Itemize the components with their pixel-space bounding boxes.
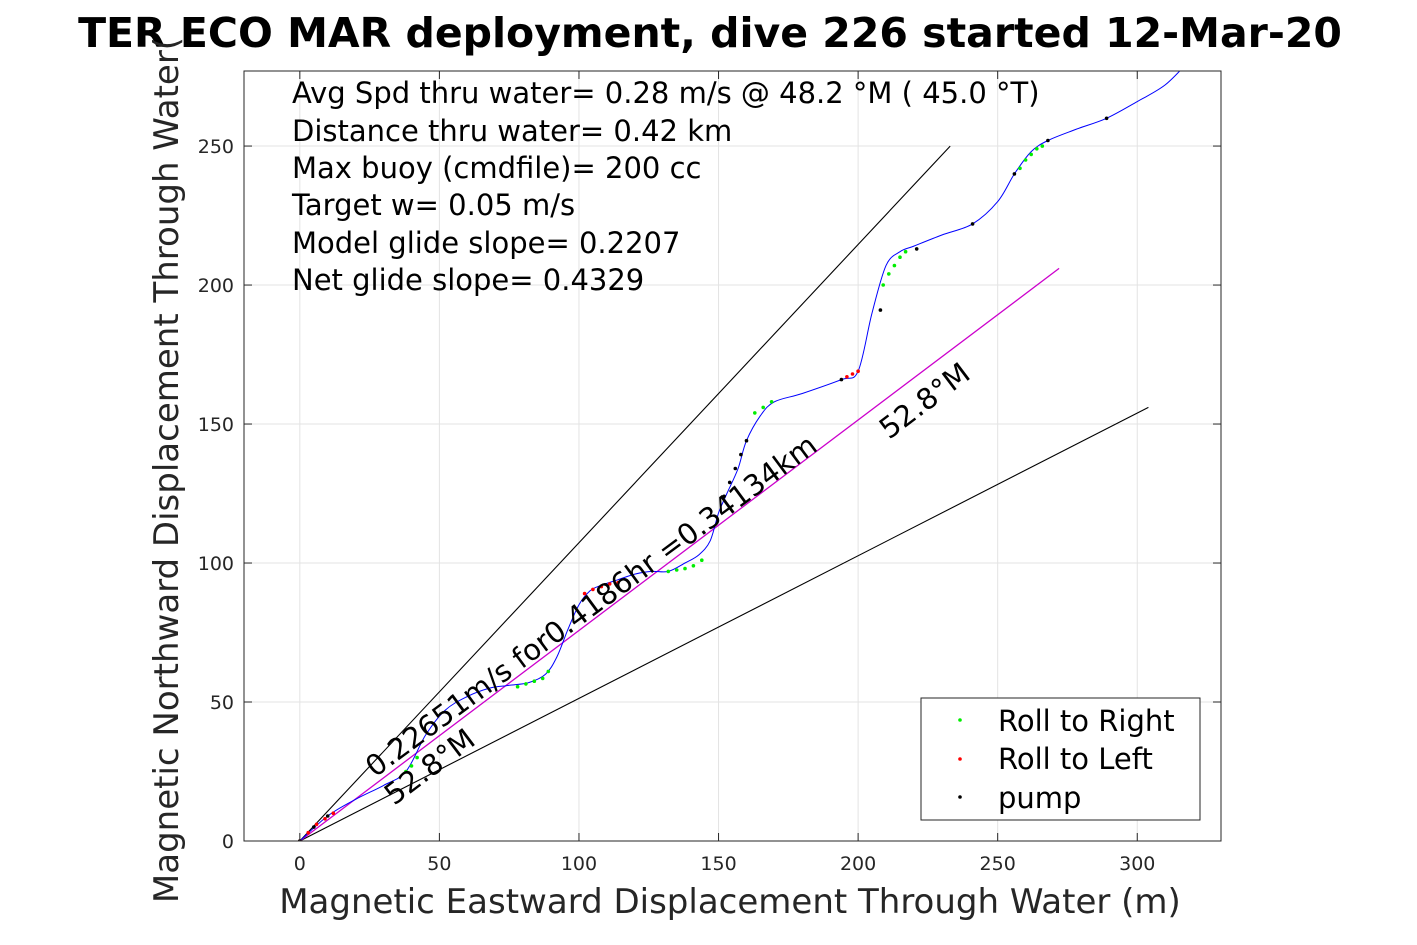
roll-right-point: [1035, 147, 1039, 151]
roll-right-point: [1029, 152, 1033, 157]
roll-right-point: [769, 400, 774, 404]
roll-right-point: [404, 769, 408, 774]
y-axis-label: Magnetic Northward Displacement Through …: [147, 37, 187, 903]
pump-point: [744, 438, 749, 443]
roll-right-point: [903, 249, 908, 254]
roll-right-point: [683, 566, 687, 571]
stat-distance: Distance thru water= 0.42 km: [292, 114, 732, 148]
pump-point: [312, 825, 316, 829]
x-tick-label: 150: [700, 853, 736, 875]
envelope-upper-line: [299, 145, 951, 841]
roll-left-point: [616, 580, 620, 585]
pump-point: [970, 222, 975, 226]
pump-point: [325, 814, 330, 818]
roll-right-point: [1040, 144, 1045, 148]
roll-left-point: [591, 587, 595, 592]
roll-right-point: [515, 684, 520, 689]
roll-left-point: [323, 817, 327, 821]
pump-point: [1046, 138, 1050, 143]
roll-right-point: [409, 764, 414, 768]
pump-point: [727, 480, 732, 485]
plot-layer: [298, 71, 1181, 841]
y-tick-label: 0: [222, 831, 234, 853]
y-tick-label: 200: [198, 275, 234, 297]
legend-label-roll-right: Roll to Right: [998, 704, 1175, 738]
y-tick-label: 50: [210, 692, 234, 714]
roll-right-point: [532, 679, 537, 683]
roll-right-point: [674, 568, 679, 572]
roll-left-point: [850, 372, 855, 376]
legend-marker-pump: [958, 795, 962, 799]
roll-right-point: [524, 682, 528, 686]
roll-left-point: [331, 811, 336, 815]
stat-avg-speed: Avg Spd thru water= 0.28 m/s @ 48.2 °M (…: [292, 76, 1040, 110]
stats-block: Avg Spd thru water= 0.28 m/s @ 48.2 °M (…: [291, 76, 1040, 297]
roll-right-point: [546, 669, 551, 674]
roll-left-point: [314, 822, 319, 827]
roll-right-point: [761, 405, 765, 410]
stat-net-glide-slope: Net glide slope= 0.4329: [292, 263, 644, 297]
roll-right-point: [887, 272, 891, 276]
roll-right-point: [1023, 158, 1028, 162]
x-tick-label: 0: [294, 853, 306, 875]
pump-point: [914, 247, 919, 251]
pump-point: [1104, 116, 1109, 121]
roll-right-point: [881, 283, 885, 287]
roll-left-point: [856, 369, 860, 374]
x-tick-label: 100: [561, 853, 597, 875]
pump-point: [839, 377, 844, 382]
x-tick-label: 50: [427, 853, 451, 875]
roll-right-point: [540, 676, 545, 681]
stat-max-buoy: Max buoy (cmdfile)= 200 cc: [292, 151, 701, 185]
x-tick-label: 300: [1119, 853, 1155, 875]
roll-right-point: [898, 255, 902, 259]
y-tick-label: 250: [198, 136, 234, 158]
roll-right-point: [892, 263, 897, 268]
net-displacement-line: [299, 267, 1060, 841]
ticks: 0 50 100 150 200 250 300 0 50 100 150 200 250: [198, 71, 1221, 875]
roll-left-point: [599, 584, 604, 589]
stat-target-w: Target w= 0.05 m/s: [291, 188, 575, 222]
roll-right-point: [1018, 166, 1022, 171]
y-tick-label: 100: [198, 553, 234, 575]
legend-label-roll-left: Roll to Left: [998, 742, 1153, 776]
roll-left-point: [582, 591, 587, 596]
roll-right-point: [691, 564, 696, 568]
chart-title: TER ECO MAR deployment, dive 226 started…: [78, 9, 1342, 57]
roll-right-point: [666, 569, 671, 574]
pump-point: [1012, 172, 1017, 176]
x-tick-label: 200: [840, 853, 876, 875]
roll-right-point: [700, 558, 704, 562]
legend-box: [920, 697, 1201, 821]
y-tick-label: 150: [198, 414, 234, 436]
legend-label-pump: pump: [998, 781, 1081, 815]
x-tick-label: 250: [980, 853, 1016, 875]
pump-point: [878, 308, 883, 312]
pump-point: [722, 494, 726, 499]
roll-left-point: [845, 375, 849, 379]
glider-track-line: [299, 71, 1181, 841]
x-axis-label: Magnetic Eastward Displacement Through W…: [279, 882, 1181, 922]
roll-left-point: [306, 830, 311, 835]
stat-model-glide-slope: Model glide slope= 0.2207: [292, 226, 680, 260]
roll-right-point: [753, 411, 757, 415]
envelope-lower-line: [299, 406, 1149, 841]
legend: Roll to Right Roll to Left pump: [920, 697, 1201, 821]
roll-left-point: [607, 582, 612, 586]
roll-right-point: [415, 755, 419, 760]
legend-marker-roll-left: [958, 757, 962, 761]
pump-point: [739, 452, 743, 457]
legend-marker-roll-right: [958, 718, 962, 722]
axes-box: [243, 70, 1222, 842]
pump-point: [733, 466, 738, 471]
